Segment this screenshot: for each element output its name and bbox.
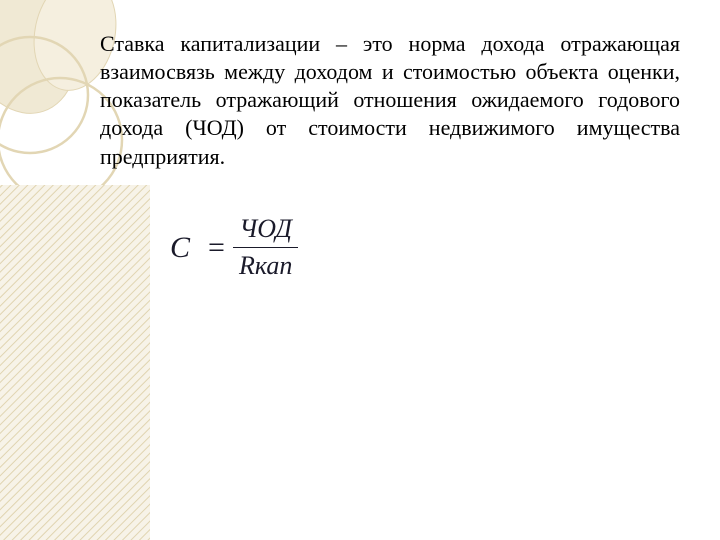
formula-equals: = (200, 231, 233, 265)
formula-denominator: Rкап (233, 247, 298, 283)
formula-lhs: С (170, 231, 200, 265)
formula-fraction: ЧОД Rкап (233, 213, 298, 283)
formula-numerator: ЧОД (233, 213, 298, 248)
definition-paragraph: Ставка капитализации – это норма дохода … (100, 30, 680, 171)
formula: С = ЧОД Rкап (170, 213, 680, 283)
